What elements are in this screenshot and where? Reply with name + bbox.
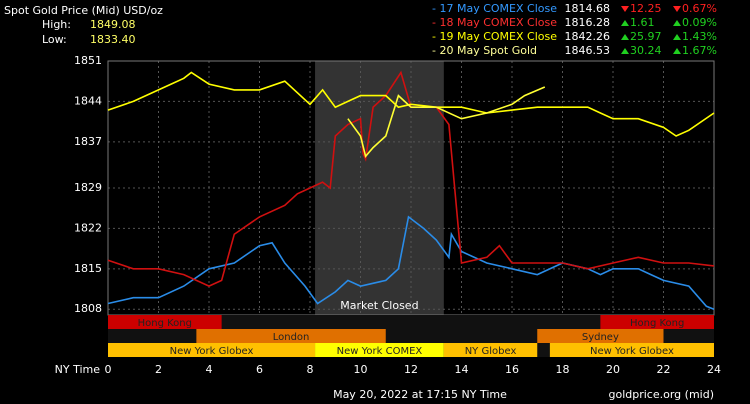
x-tick-label: 12 xyxy=(404,363,418,376)
y-tick-label: 1844 xyxy=(74,94,102,107)
session-label: NY Globex xyxy=(465,346,517,357)
legend-name: - 18 May COMEX Close xyxy=(432,16,557,29)
legend-name: - 17 May COMEX Close xyxy=(432,2,557,15)
series-line xyxy=(107,70,715,287)
legend-arrow xyxy=(621,48,629,54)
legend-arrow xyxy=(673,6,681,12)
x-tick-label: 14 xyxy=(455,363,469,376)
timestamp: May 20, 2022 at 17:15 NY Time xyxy=(333,388,507,401)
legend-change: 25.97 xyxy=(630,30,662,43)
legend-change: 30.24 xyxy=(630,44,662,57)
legend-value: 1846.53 xyxy=(565,44,611,57)
x-tick-label: 4 xyxy=(206,363,213,376)
y-tick-label: 1829 xyxy=(74,181,102,194)
high-label: High: xyxy=(42,18,71,31)
session-label: New York Globex xyxy=(590,346,674,357)
session-bar xyxy=(600,315,714,329)
session-bar xyxy=(108,343,316,357)
x-axis-label: NY Time xyxy=(55,363,101,376)
source: goldprice.org (mid) xyxy=(609,388,715,401)
legend-value: 1816.28 xyxy=(565,16,611,29)
legend-arrow xyxy=(621,34,629,40)
legend-pct: 1.43% xyxy=(682,30,717,43)
y-tick-label: 1815 xyxy=(74,262,102,275)
session-bar xyxy=(443,343,538,357)
low-value: 1833.40 xyxy=(90,33,136,46)
x-tick-label: 24 xyxy=(707,363,721,376)
session-label: Sydney xyxy=(582,332,619,343)
legend-value: 1814.68 xyxy=(565,2,611,15)
chart-title: Spot Gold Price (Mid) USD/oz xyxy=(4,4,163,17)
session-bar xyxy=(537,329,664,343)
x-tick-label: 0 xyxy=(105,363,112,376)
session-label: New York Globex xyxy=(170,346,254,357)
series-line xyxy=(347,86,546,158)
x-tick-label: 20 xyxy=(606,363,620,376)
legend-pct: 1.67% xyxy=(682,44,717,57)
x-tick-label: 10 xyxy=(354,363,368,376)
annotation: Market Closed xyxy=(340,299,418,312)
legend-arrow xyxy=(673,20,681,26)
y-tick-label: 1837 xyxy=(74,135,102,148)
legend-arrow xyxy=(673,34,681,40)
session-label: London xyxy=(273,332,310,343)
session-row xyxy=(108,315,714,329)
x-tick-label: 6 xyxy=(256,363,263,376)
session-label: Hong Kong xyxy=(630,318,684,329)
series-line xyxy=(107,71,715,137)
x-tick-label: 2 xyxy=(155,363,162,376)
legend-arrow xyxy=(621,6,629,12)
x-tick-label: 16 xyxy=(505,363,519,376)
session-label: Hong Kong xyxy=(138,318,192,329)
x-tick-label: 8 xyxy=(307,363,314,376)
session-label: New York COMEX xyxy=(337,346,423,357)
legend-arrow xyxy=(621,20,629,26)
session-bar xyxy=(196,329,386,343)
high-value: 1849.08 xyxy=(90,18,136,31)
legend-name: - 20 May Spot Gold xyxy=(432,44,537,57)
x-tick-label: 22 xyxy=(657,363,671,376)
session-bar xyxy=(549,343,714,357)
legend-change: 1.61 xyxy=(630,16,655,29)
y-tick-label: 1851 xyxy=(74,54,102,67)
legend-arrow xyxy=(673,48,681,54)
legend-name: - 19 May COMEX Close xyxy=(432,30,557,43)
y-tick-label: 1808 xyxy=(74,302,102,315)
x-tick-label: 18 xyxy=(556,363,570,376)
low-label: Low: xyxy=(42,33,67,46)
legend-change: 12.25 xyxy=(630,2,662,15)
legend-value: 1842.26 xyxy=(565,30,611,43)
session-bar xyxy=(315,343,444,357)
session-bar xyxy=(108,315,222,329)
legend-pct: 0.09% xyxy=(682,16,717,29)
legend-pct: 0.67% xyxy=(682,2,717,15)
y-tick-label: 1822 xyxy=(74,221,102,234)
series-line xyxy=(107,215,715,310)
